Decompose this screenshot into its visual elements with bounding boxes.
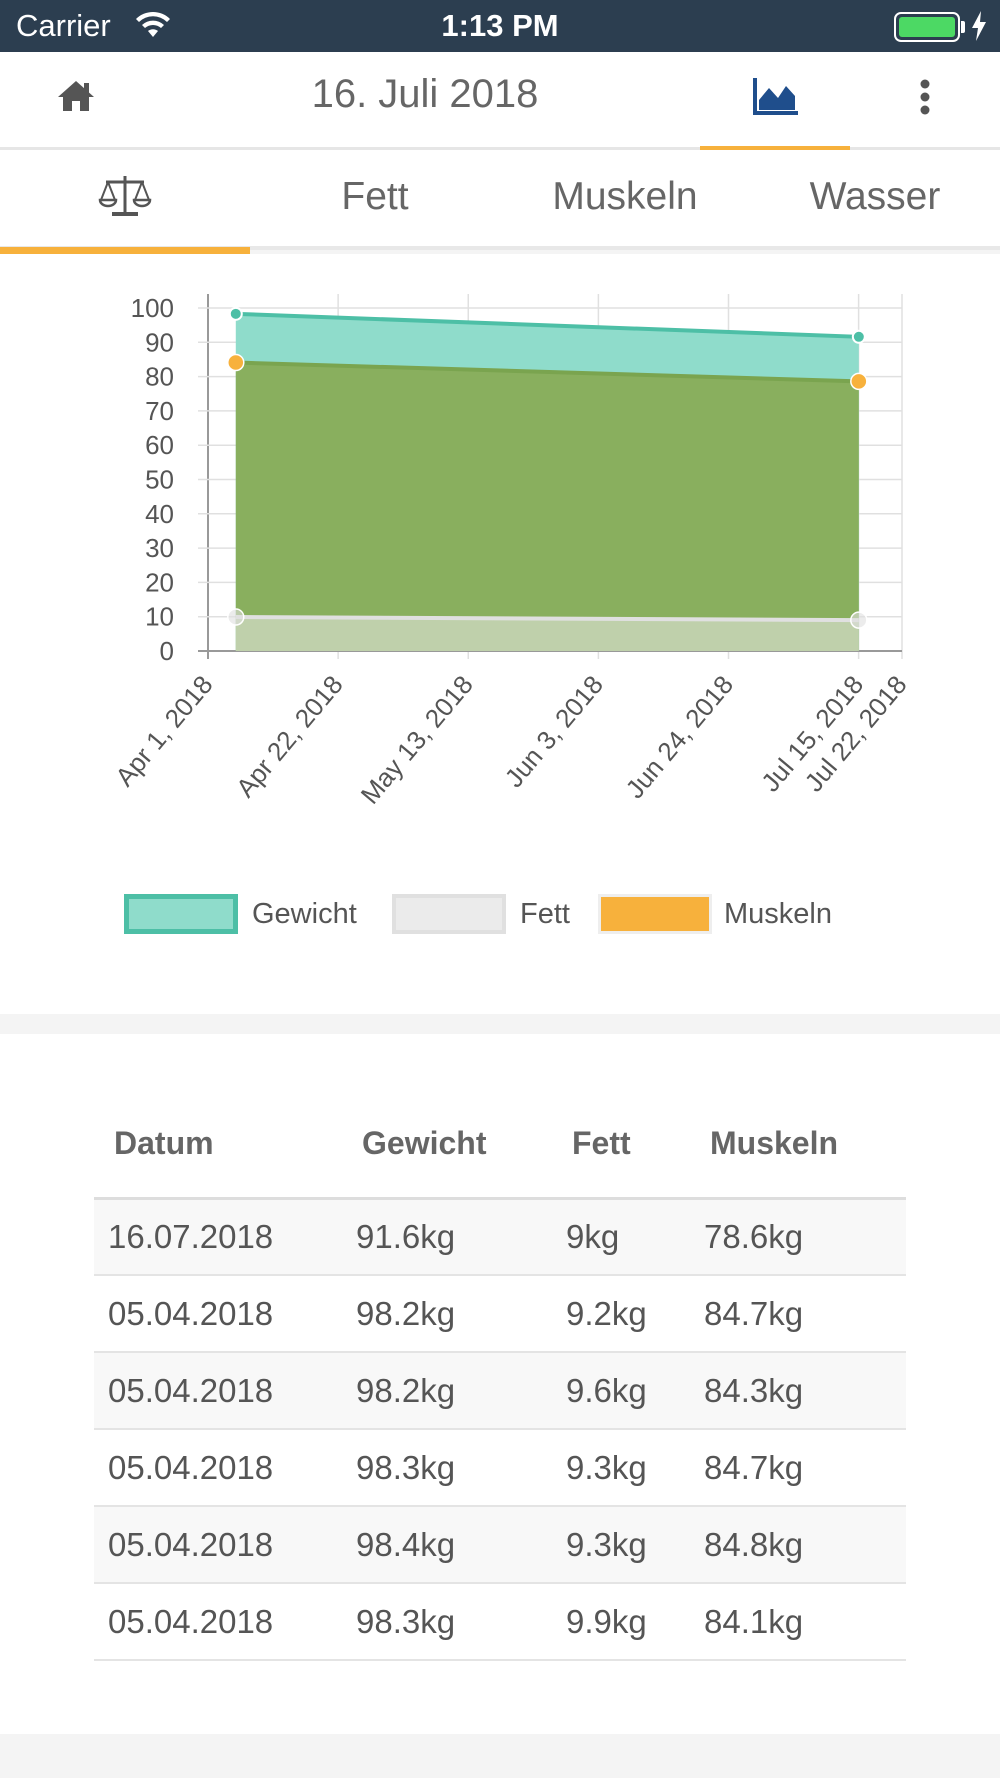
cell-gewicht: 91.6kg: [342, 1198, 552, 1276]
y-tick-label: 50: [145, 465, 174, 495]
clock: 1:13 PM: [441, 8, 559, 43]
cell-muskeln: 84.8kg: [690, 1506, 906, 1584]
table-row[interactable]: 05.04.2018 98.3kg 9.3kg 84.7kg: [94, 1429, 906, 1507]
active-view-indicator: [700, 146, 850, 153]
y-tick-label: 40: [145, 499, 174, 529]
y-tick-label: 70: [145, 396, 174, 426]
series-line-gewicht: [235, 311, 859, 339]
point-muskeln: [850, 372, 868, 391]
cell-gewicht: 98.2kg: [342, 1352, 552, 1430]
home-icon[interactable]: [56, 78, 96, 119]
column-header-gewicht: Gewicht: [342, 1090, 552, 1200]
y-tick-label: 90: [145, 327, 174, 357]
active-tab-indicator: [0, 247, 250, 254]
legend-label-fett: Fett: [520, 898, 570, 930]
cell-datum: 05.04.2018: [94, 1429, 342, 1507]
history-table: Datum Gewicht Fett Muskeln 16.07.2018 91…: [94, 1090, 906, 1661]
legend-label-gewicht: Gewicht: [252, 898, 357, 930]
table-row[interactable]: 05.04.2018 98.2kg 9.2kg 84.7kg: [94, 1275, 906, 1353]
area-fett: [235, 617, 859, 651]
page-title: 16. Juli 2018: [311, 72, 539, 116]
point-fett: [850, 611, 868, 629]
x-tick-label: May 13, 2018: [355, 670, 479, 810]
y-tick-label: 80: [145, 362, 174, 392]
top-navigation-bar: 16. Juli 2018: [0, 52, 1000, 153]
carrier-label: Carrier: [16, 8, 111, 43]
cell-muskeln: 78.6kg: [690, 1198, 906, 1276]
cell-datum: 05.04.2018: [94, 1506, 342, 1584]
legend-swatch-gewicht: [124, 894, 238, 934]
y-tick-label: 20: [145, 567, 174, 597]
tab-wasser[interactable]: Wasser: [809, 175, 941, 218]
cell-datum: 05.04.2018: [94, 1352, 342, 1430]
cell-muskeln: 84.3kg: [690, 1352, 906, 1430]
cell-fett: 9.2kg: [552, 1275, 690, 1353]
cell-fett: 9kg: [552, 1198, 690, 1276]
area-chart-icon: [753, 78, 798, 115]
cell-fett: 9.3kg: [552, 1506, 690, 1584]
cell-fett: 9.9kg: [552, 1583, 690, 1661]
point-muskeln: [227, 353, 245, 372]
more-vertical-icon[interactable]: [910, 76, 940, 126]
cell-muskeln: 84.7kg: [690, 1275, 906, 1353]
chart-view-button[interactable]: [700, 52, 850, 153]
legend-swatch-muskeln: [598, 894, 712, 934]
series-line-fett: [235, 615, 859, 623]
area-chart: 0 10 20 30 40 50 60 70 80 90 100 Apr 1, 2018 Apr 22,…: [109, 293, 912, 810]
charging-bolt-icon: [970, 10, 988, 47]
y-tick-label: 30: [145, 533, 174, 563]
legend-label-muskeln: Muskeln: [724, 898, 832, 930]
cell-gewicht: 98.3kg: [342, 1429, 552, 1507]
column-header-datum: Datum: [94, 1090, 342, 1200]
x-tick-label: Apr 1, 2018: [109, 670, 218, 792]
area-muskeln: [235, 362, 859, 651]
tab-fett[interactable]: Fett: [341, 175, 409, 218]
series-line-muskeln: [235, 360, 859, 384]
x-tick-label: Jun 3, 2018: [499, 670, 609, 793]
table-row[interactable]: 16.07.2018 91.6kg 9kg 78.6kg: [94, 1198, 906, 1276]
cell-gewicht: 98.4kg: [342, 1506, 552, 1584]
table-row[interactable]: 05.04.2018 98.4kg 9.3kg 84.8kg: [94, 1506, 906, 1584]
column-header-muskeln: Muskeln: [690, 1090, 906, 1200]
point-gewicht: [228, 306, 243, 321]
cell-fett: 9.3kg: [552, 1429, 690, 1507]
cell-muskeln: 84.1kg: [690, 1583, 906, 1661]
status-bar: Carrier 1:13 PM: [0, 0, 1000, 52]
legend-swatch-fett: [392, 894, 506, 934]
cell-gewicht: 98.2kg: [342, 1275, 552, 1353]
tab-weight[interactable]: [0, 150, 250, 254]
history-table-card: Datum Gewicht Fett Muskeln 16.07.2018 91…: [0, 1034, 1000, 1734]
chart-card: 0 10 20 30 40 50 60 70 80 90 100 Apr 1, 2018 Apr 22,…: [0, 254, 1000, 1014]
tab-muskeln[interactable]: Muskeln: [552, 175, 698, 218]
cell-datum: 05.04.2018: [94, 1275, 342, 1353]
battery-tip: [961, 21, 965, 33]
cell-muskeln: 84.7kg: [690, 1429, 906, 1507]
cell-datum: 16.07.2018: [94, 1198, 342, 1276]
x-tick-label: Apr 22, 2018: [230, 670, 349, 803]
cell-datum: 05.04.2018: [94, 1583, 342, 1661]
chart-legend: Gewicht Fett Muskeln: [0, 894, 1000, 944]
y-tick-label: 100: [131, 293, 174, 323]
table-header-row: Datum Gewicht Fett Muskeln: [94, 1090, 906, 1200]
y-tick-label: 60: [145, 430, 174, 460]
column-header-fett: Fett: [552, 1090, 690, 1200]
x-tick-label: Jun 24, 2018: [619, 670, 739, 804]
cell-gewicht: 98.3kg: [342, 1583, 552, 1661]
cell-fett: 9.6kg: [552, 1352, 690, 1430]
table-row[interactable]: 05.04.2018 98.3kg 9.9kg 84.1kg: [94, 1583, 906, 1661]
battery-icon: [894, 12, 960, 42]
metric-tabs: Fett Muskeln Wasser: [0, 150, 1000, 254]
y-tick-label: 0: [160, 636, 174, 666]
y-tick-label: 10: [145, 602, 174, 632]
table-row[interactable]: 05.04.2018 98.2kg 9.6kg 84.3kg: [94, 1352, 906, 1430]
scale-icon: [98, 176, 152, 216]
point-gewicht: [851, 329, 866, 344]
wifi-icon: [134, 10, 172, 45]
point-fett: [227, 608, 245, 626]
